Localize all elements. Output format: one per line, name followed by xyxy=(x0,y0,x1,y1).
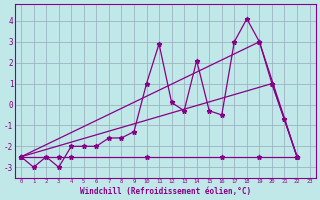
X-axis label: Windchill (Refroidissement éolien,°C): Windchill (Refroidissement éolien,°C) xyxy=(80,187,251,196)
